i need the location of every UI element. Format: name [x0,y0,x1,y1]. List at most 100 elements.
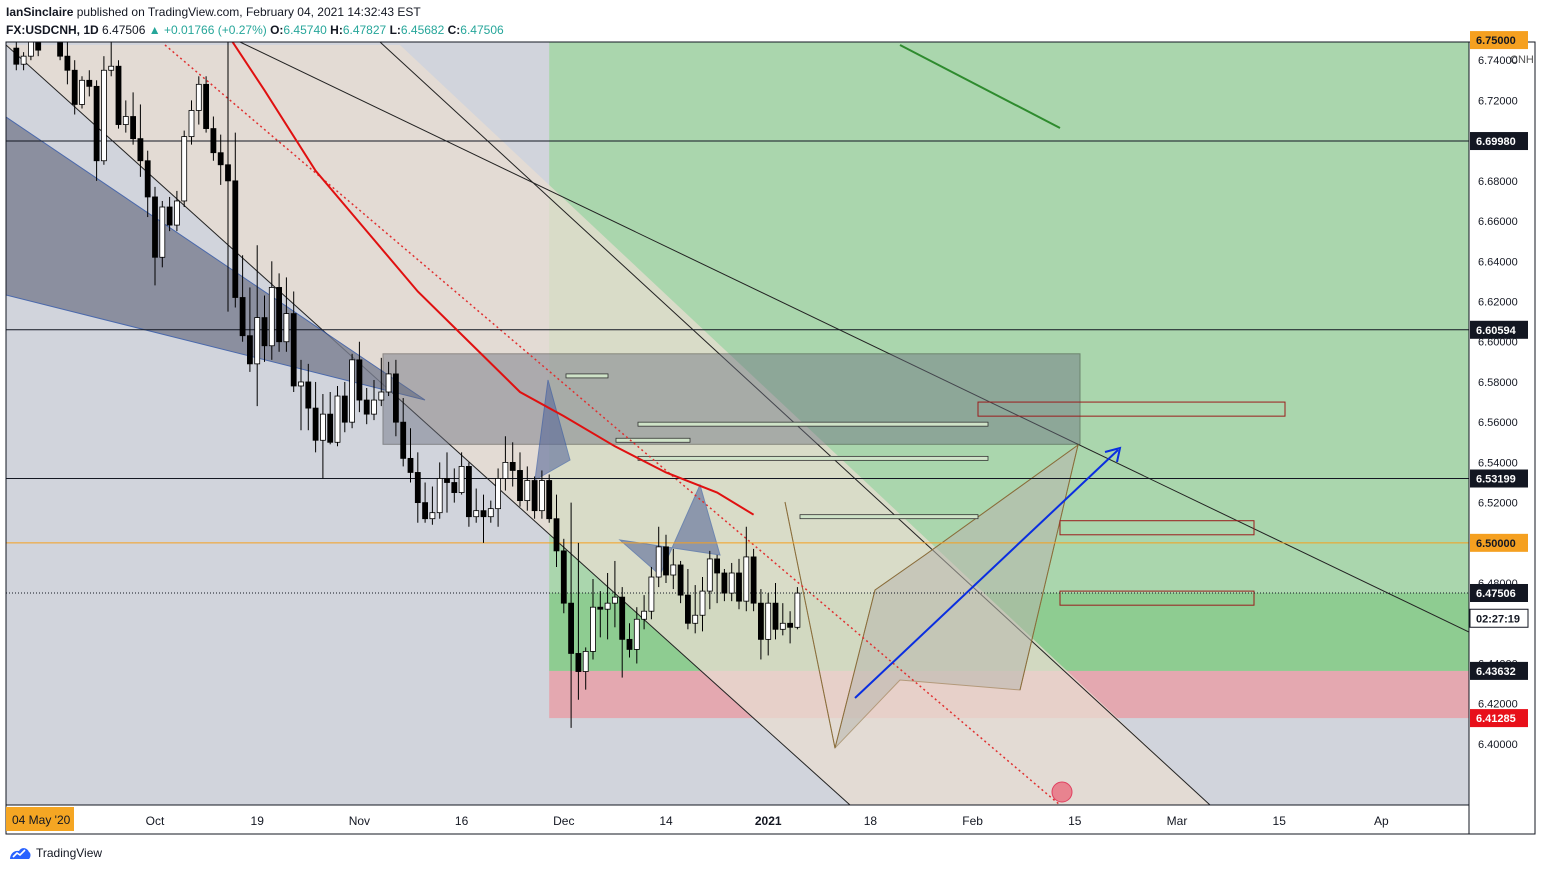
candle[interactable] [239,297,246,337]
candle[interactable] [553,518,560,552]
candle[interactable] [290,313,297,387]
candle[interactable] [670,564,677,576]
candle[interactable] [648,576,655,612]
candle[interactable] [480,510,487,518]
candle[interactable] [663,546,669,576]
plot-area[interactable] [6,24,1469,805]
candle[interactable] [319,413,326,441]
candle[interactable] [27,40,34,57]
candle[interactable] [539,480,545,512]
candle[interactable] [677,564,684,596]
candle[interactable] [232,180,239,298]
candle[interactable] [268,287,275,347]
candle[interactable] [152,196,158,258]
level-strip-2[interactable] [637,455,989,461]
candle[interactable] [93,85,100,162]
candle[interactable] [181,136,188,202]
economic-event-icon[interactable] [1051,781,1073,803]
candle[interactable] [758,602,764,640]
candle[interactable] [385,373,392,393]
candle[interactable] [473,510,480,518]
candle[interactable] [188,110,195,138]
candle[interactable] [261,317,268,347]
harmonic-pattern-lines[interactable] [784,443,1079,749]
candle[interactable] [597,606,604,610]
candle[interactable] [363,399,370,415]
candle[interactable] [305,381,312,409]
candle[interactable] [57,30,63,57]
level-strip-5[interactable] [565,373,609,379]
candle[interactable] [531,480,538,512]
candle[interactable] [283,313,290,343]
candle[interactable] [225,164,231,182]
candle[interactable] [341,395,348,423]
candle[interactable] [787,622,793,628]
green-trend-line[interactable] [899,44,1061,129]
candle[interactable] [86,79,93,87]
candle[interactable] [458,466,465,493]
candle[interactable] [699,590,706,616]
candle[interactable] [692,614,699,624]
candle[interactable] [765,602,772,640]
candle[interactable] [137,138,144,162]
candle[interactable] [35,40,42,51]
candle[interactable] [298,381,304,387]
candle[interactable] [626,638,633,650]
candle[interactable] [20,55,27,65]
trend-line-long[interactable] [239,42,1469,633]
candle[interactable] [173,200,180,226]
candle[interactable] [371,399,377,415]
candle[interactable] [590,606,596,652]
candle[interactable] [772,602,779,630]
level-strip-4[interactable] [615,437,691,443]
time-axis[interactable]: 04 May '20 Oct 19 Nov 16 Dec 14 2021 18 Feb 15 Mar… [5,804,1470,835]
candle[interactable] [276,287,283,343]
candle[interactable] [392,373,399,423]
moving-average-line[interactable] [221,24,755,516]
red-dotted-line[interactable] [164,44,1061,805]
candle[interactable] [487,508,494,518]
candle[interactable] [115,65,122,125]
candle[interactable] [400,421,407,459]
candle[interactable] [101,69,107,162]
candle[interactable] [736,572,742,602]
candle[interactable] [604,602,611,610]
candle[interactable] [451,482,458,493]
candle[interactable] [195,83,202,111]
candle[interactable] [203,83,210,129]
candle[interactable] [210,128,217,154]
candle[interactable] [334,395,341,443]
author-name[interactable]: IanSinclaire [6,5,74,19]
target-box-3[interactable] [1059,590,1255,606]
candle[interactable] [779,622,786,630]
candle[interactable] [436,478,443,514]
candle[interactable] [502,461,509,479]
candle[interactable] [422,502,429,520]
price-axis[interactable]: CNH 6.74000 6.72000 6.68000 6.66000 6.64000 6… [1468,31,1536,835]
candle[interactable] [130,116,137,140]
candle[interactable] [706,558,713,592]
candle[interactable] [575,653,582,672]
blue-projection-arrow[interactable] [854,449,1119,699]
candle[interactable] [655,546,662,578]
candle[interactable] [465,466,472,518]
level-strip-1[interactable] [637,421,989,427]
candle[interactable] [378,391,385,401]
candle[interactable] [71,69,78,105]
candle[interactable] [721,572,728,594]
wedge-pattern[interactable] [6,116,426,401]
candle[interactable] [327,413,334,443]
candle[interactable] [568,602,574,654]
candle[interactable] [619,596,626,640]
candle[interactable] [509,461,516,471]
candle[interactable] [582,651,589,672]
candle[interactable] [633,618,640,650]
target-box-1[interactable] [977,401,1286,417]
candle[interactable] [546,480,553,520]
candle[interactable] [714,558,720,574]
candle[interactable] [246,335,253,365]
tradingview-footer[interactable]: TradingView [8,845,102,861]
symbol-label[interactable]: FX:USDCNH, 1D [6,23,99,37]
candle[interactable] [750,556,757,604]
